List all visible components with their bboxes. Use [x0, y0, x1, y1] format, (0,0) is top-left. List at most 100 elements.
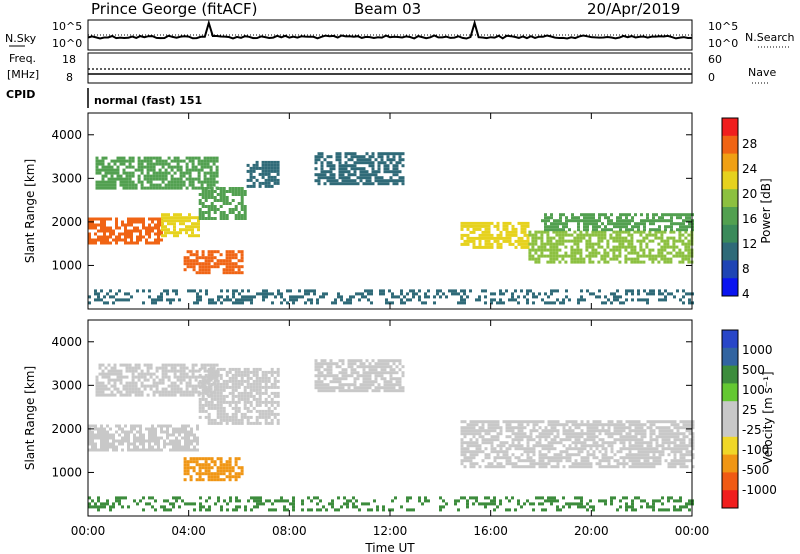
- heatmap-cell: [341, 167, 345, 171]
- heatmap-cell: [213, 196, 217, 199]
- heatmap-cell: [286, 499, 289, 503]
- heatmap-cell: [194, 165, 198, 169]
- heatmap-cell: [511, 462, 515, 466]
- heatmap-cell: [222, 394, 226, 398]
- heatmap-cell: [362, 383, 366, 387]
- heatmap-cell: [112, 448, 115, 452]
- heatmap-cell: [598, 423, 602, 427]
- heatmap-cell: [237, 385, 241, 389]
- heatmap-cell: [317, 374, 321, 378]
- heatmap-cell: [377, 170, 381, 174]
- heatmap-cell: [682, 456, 686, 460]
- heatmap-cell: [634, 447, 638, 451]
- heatmap-cell: [207, 217, 211, 220]
- heatmap-cell: [215, 384, 219, 388]
- heatmap-cell: [565, 435, 569, 439]
- heatmap-cell: [469, 453, 473, 457]
- heatmap-cell: [216, 262, 220, 266]
- heatmap-cell: [634, 508, 637, 512]
- heatmap-cell: [395, 380, 399, 384]
- heatmap-cell: [142, 217, 145, 221]
- heatmap-cell: [258, 397, 262, 401]
- heatmap-cell: [679, 441, 683, 445]
- heatmap-cell: [185, 384, 189, 388]
- heatmap-cell: [595, 225, 598, 229]
- heatmap-cell: [541, 420, 545, 424]
- heatmap-cell: [157, 232, 160, 236]
- heatmap-cell: [215, 168, 219, 172]
- heatmap-cell: [499, 499, 502, 503]
- heatmap-cell: [94, 217, 97, 221]
- heatmap-cell: [142, 301, 145, 305]
- heatmap-cell: [640, 213, 643, 217]
- heatmap-cell: [673, 508, 676, 512]
- heatmap-cell: [502, 441, 506, 445]
- heatmap-cell: [555, 239, 559, 243]
- heatmap-cell: [270, 184, 274, 188]
- heatmap-cell: [493, 426, 497, 430]
- heatmap-cell: [619, 228, 622, 232]
- heatmap-cell: [679, 298, 682, 302]
- heatmap-cell: [101, 183, 105, 187]
- heatmap-cell: [383, 377, 387, 381]
- heatmap-cell: [558, 233, 562, 237]
- heatmap-cell: [643, 456, 647, 460]
- heatmap-cell: [210, 217, 214, 220]
- heatmap-cell: [511, 233, 515, 237]
- heatmap-cell: [234, 412, 238, 416]
- heatmap-cell: [538, 426, 542, 430]
- heatmap-cell: [362, 377, 366, 381]
- heatmap-cell: [101, 165, 105, 169]
- heatmap-cell: [152, 156, 156, 160]
- heatmap-cell: [368, 158, 372, 162]
- heatmap-cell: [104, 372, 108, 376]
- heatmap-cell: [173, 228, 176, 232]
- heatmap-cell: [583, 216, 586, 220]
- heatmap-cell: [544, 225, 547, 229]
- heatmap-cell: [121, 505, 124, 509]
- heatmap-cell: [490, 441, 494, 445]
- heatmap-cell: [658, 429, 662, 433]
- heatmap-cell: [688, 429, 692, 433]
- heatmap-cell: [535, 462, 539, 466]
- heatmap-cell: [161, 381, 165, 385]
- heatmap-cell: [496, 432, 500, 436]
- heatmap-cell: [97, 505, 100, 509]
- heatmap-cell: [652, 456, 656, 460]
- heatmap-cell: [240, 418, 244, 422]
- heatmap-cell: [508, 239, 512, 243]
- heatmap-cell: [146, 369, 150, 373]
- heatmap-cell: [642, 251, 646, 255]
- heatmap-cell: [197, 162, 201, 166]
- heatmap-cell: [625, 508, 628, 512]
- heatmap-cell: [508, 447, 512, 451]
- heatmap-cell: [270, 409, 274, 413]
- heatmap-cell: [550, 228, 553, 232]
- heatmap-cell: [133, 433, 136, 437]
- heatmap-cell: [401, 365, 405, 369]
- heatmap-cell: [658, 453, 662, 457]
- heatmap-cell: [243, 391, 247, 395]
- heatmap-cell: [499, 447, 503, 451]
- heatmap-cell: [589, 438, 593, 442]
- heatmap-cell: [645, 233, 649, 237]
- heatmap-cell: [101, 180, 105, 184]
- heatmap-cell: [228, 187, 232, 190]
- heatmap-cell: [204, 259, 208, 263]
- heatmap-cell: [295, 295, 298, 299]
- heatmap-cell: [353, 173, 357, 177]
- heatmap-cell: [685, 426, 689, 430]
- heatmap-cell: [604, 216, 607, 220]
- heatmap-cell: [374, 386, 378, 390]
- heatmap-cell: [273, 391, 277, 395]
- heatmap-cell: [570, 248, 574, 252]
- heatmap-cell: [198, 457, 202, 461]
- heatmap-cell: [344, 383, 348, 387]
- heatmap-cell: [220, 505, 223, 509]
- heatmap-cell: [478, 233, 482, 237]
- heatmap-cell: [514, 233, 518, 237]
- heatmap-cell: [163, 499, 166, 503]
- heatmap-cell: [538, 465, 542, 469]
- heatmap-cell: [424, 292, 427, 296]
- heatmap-cell: [392, 155, 396, 159]
